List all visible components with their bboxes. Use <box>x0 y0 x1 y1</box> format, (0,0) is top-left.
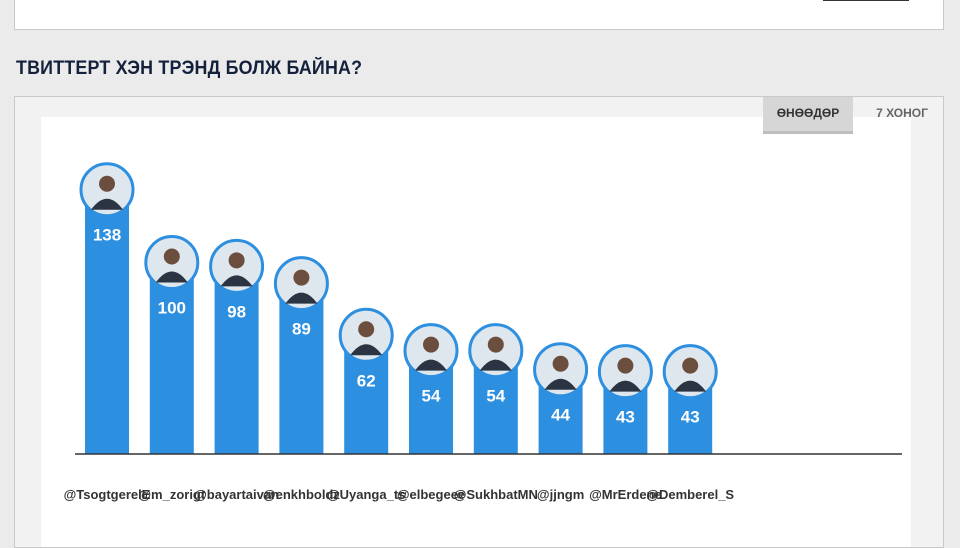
x-tick-label[interactable]: @bayartaivan <box>194 487 279 502</box>
bar-1 <box>85 189 129 455</box>
bar-value-label: 43 <box>616 408 635 427</box>
profile-photo-icon <box>468 323 524 379</box>
tab-week[interactable]: 7 ХОНОГ <box>876 106 928 120</box>
tab-today[interactable]: ӨНӨӨДӨР <box>763 97 853 134</box>
bar-value-label: 98 <box>227 302 246 321</box>
profile-photo-icon <box>597 344 653 400</box>
previous-section-panel <box>14 0 944 30</box>
profile-photo-icon <box>403 323 459 379</box>
previous-section-link[interactable] <box>823 0 909 1</box>
x-tick-label[interactable]: @enkhboldz <box>263 487 340 502</box>
bar-4 <box>279 283 324 454</box>
bar-value-label: 43 <box>681 408 700 427</box>
profile-photo-icon <box>273 256 329 312</box>
x-tick-label[interactable]: @MrErdene <box>589 487 662 502</box>
tick-labels-layer: @TsogtgerelE@m_zorigt@bayartaivan@enkhbo… <box>64 487 735 502</box>
bar-2 <box>149 262 194 454</box>
profile-photo-icon <box>338 307 394 363</box>
x-tick-label[interactable]: @m_zorigt <box>138 487 206 502</box>
bar-value-label: 89 <box>292 320 311 339</box>
bar-value-label: 62 <box>357 371 376 390</box>
bar-value-label: 100 <box>158 299 186 318</box>
profile-photo-icon <box>79 162 135 218</box>
profile-photo-icon <box>662 344 718 400</box>
x-tick-label[interactable]: @TsogtgerelE <box>64 487 151 502</box>
x-tick-label[interactable]: @jjngm <box>537 487 584 502</box>
bar-value-label: 54 <box>486 387 505 406</box>
section-title: ТВИТТЕРТ ХЭН ТРЭНД БОЛЖ БАЙНА? <box>16 58 363 79</box>
bar-value-label: 138 <box>93 226 121 245</box>
x-tick-label[interactable]: @elbegeee <box>397 487 465 502</box>
x-tick-label[interactable]: @Demberel_S <box>646 487 734 502</box>
profile-photo-icon <box>209 238 265 294</box>
bar-value-label: 44 <box>551 406 570 425</box>
profile-photo-icon <box>533 342 589 398</box>
bars-layer: 138 100 98 89 62 54 54 44 43 43 <box>79 162 718 455</box>
profile-photo-icon <box>144 235 200 290</box>
bar-3 <box>214 266 259 454</box>
bar-value-label: 54 <box>422 387 441 406</box>
x-tick-label[interactable]: @Uyanga_ts <box>327 487 405 502</box>
x-tick-label[interactable]: @SukhbatMN <box>454 487 538 502</box>
